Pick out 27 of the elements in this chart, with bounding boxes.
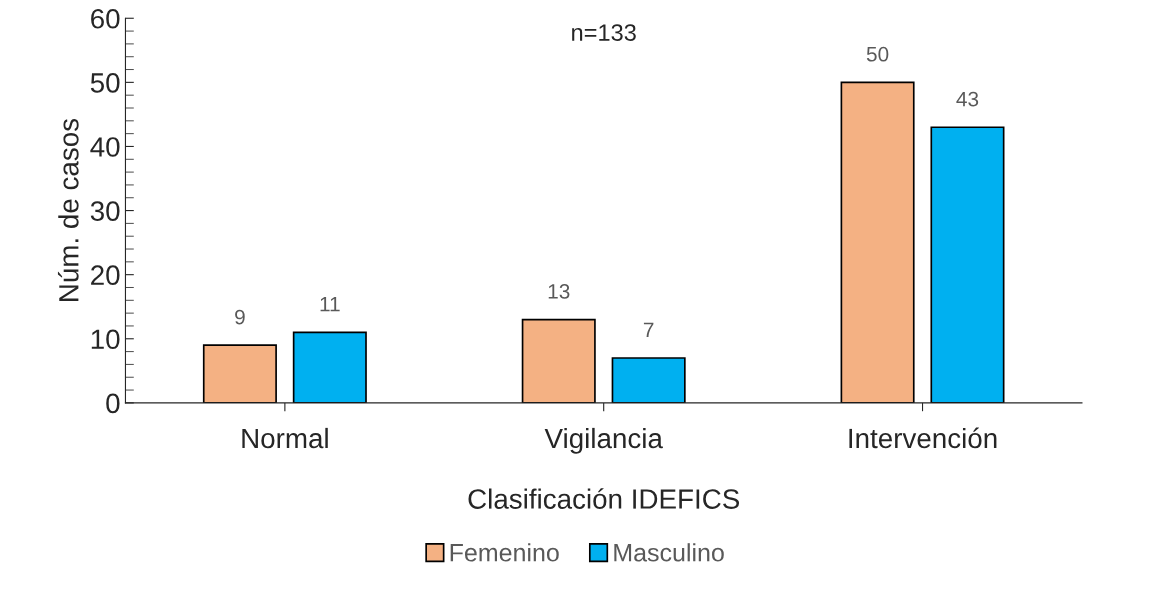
data-label: 50 xyxy=(866,46,889,62)
bar xyxy=(930,126,1005,403)
legend-label: Masculino xyxy=(614,543,724,562)
bar xyxy=(611,357,686,403)
data-label: 43 xyxy=(956,91,979,107)
data-label: 7 xyxy=(643,322,654,338)
data-label: 9 xyxy=(235,309,245,325)
data-label: 13 xyxy=(548,284,570,299)
x-tick-label: Intervención xyxy=(849,427,997,449)
bar xyxy=(840,81,915,403)
y-tick-label: 60 xyxy=(91,8,120,29)
y-tick-label: 50 xyxy=(90,73,120,93)
bar xyxy=(292,331,367,403)
bar xyxy=(202,344,277,403)
chart-title: n=133 xyxy=(572,24,636,41)
bar xyxy=(521,318,596,403)
x-tick-label: Normal xyxy=(242,427,328,449)
y-tick-label: 40 xyxy=(90,137,120,157)
y-tick-label: 20 xyxy=(91,265,120,286)
legend-label: Femenino xyxy=(450,543,559,562)
y-tick-label: 30 xyxy=(90,201,120,221)
y-tick-label: 0 xyxy=(106,393,120,414)
y-axis-title: Núm. de casos xyxy=(57,118,79,301)
data-label: 11 xyxy=(320,297,340,312)
x-tick-label: Vigilancia xyxy=(544,427,663,454)
x-axis-title: Clasificación IDEFICS xyxy=(468,488,740,509)
y-tick-label: 10 xyxy=(91,329,120,350)
